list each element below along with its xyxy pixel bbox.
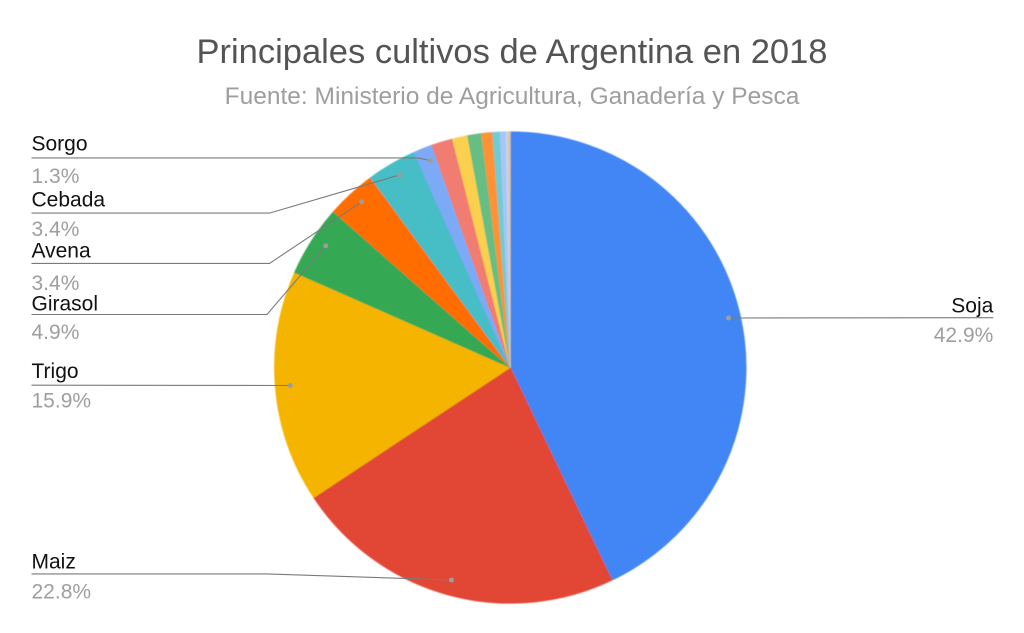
svg-text:Avena: Avena — [32, 240, 91, 263]
svg-text:4.9%: 4.9% — [32, 321, 80, 344]
svg-text:15.9%: 15.9% — [32, 390, 92, 413]
svg-text:22.8%: 22.8% — [32, 580, 92, 603]
svg-text:3.4%: 3.4% — [32, 272, 80, 295]
svg-text:Soja: Soja — [951, 295, 993, 318]
svg-text:Principales cultivos de Argent: Principales cultivos de Argentina en 201… — [197, 33, 828, 71]
svg-text:Fuente: Ministerio de Agricult: Fuente: Ministerio de Agricultura, Ganad… — [225, 83, 800, 110]
svg-text:Sorgo: Sorgo — [32, 133, 88, 156]
svg-text:Trigo: Trigo — [32, 360, 79, 383]
svg-text:42.9%: 42.9% — [934, 324, 994, 347]
svg-text:1.3%: 1.3% — [32, 165, 80, 188]
svg-text:3.4%: 3.4% — [32, 218, 80, 241]
svg-text:Cebada: Cebada — [32, 188, 106, 211]
svg-text:Girasol: Girasol — [32, 293, 99, 316]
svg-text:Maiz: Maiz — [32, 550, 76, 573]
